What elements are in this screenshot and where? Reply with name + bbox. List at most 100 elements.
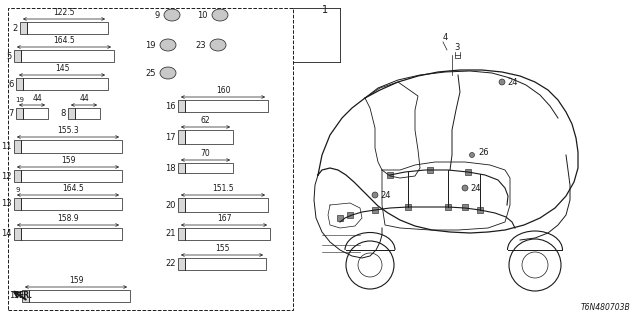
- Text: 24: 24: [380, 190, 390, 199]
- Text: 167: 167: [217, 214, 231, 223]
- Bar: [185, 163, 233, 173]
- Bar: [14, 228, 21, 240]
- Bar: [23, 78, 108, 90]
- Bar: [178, 100, 185, 112]
- Bar: [462, 204, 468, 210]
- Bar: [405, 204, 411, 210]
- Text: 62: 62: [201, 116, 211, 125]
- Bar: [21, 50, 114, 62]
- Ellipse shape: [210, 39, 226, 51]
- Text: 8: 8: [61, 109, 66, 118]
- Text: 18: 18: [165, 164, 176, 172]
- Bar: [347, 212, 353, 218]
- Bar: [178, 130, 185, 144]
- Text: 1: 1: [322, 5, 328, 15]
- Text: 145: 145: [55, 64, 69, 73]
- Text: T6N480703B: T6N480703B: [580, 303, 630, 312]
- Text: 25: 25: [145, 68, 156, 77]
- Bar: [185, 100, 268, 112]
- Text: 20: 20: [166, 201, 176, 210]
- Text: 164.5: 164.5: [62, 184, 84, 193]
- Text: 70: 70: [200, 149, 211, 158]
- Text: 158.9: 158.9: [57, 214, 79, 223]
- Bar: [21, 140, 122, 153]
- Text: 3: 3: [454, 43, 460, 52]
- Text: 164.5: 164.5: [53, 36, 75, 45]
- Bar: [29, 290, 130, 302]
- Text: FR.: FR.: [18, 291, 32, 300]
- Bar: [21, 228, 122, 240]
- Text: 122.5: 122.5: [53, 8, 75, 17]
- Bar: [21, 170, 122, 182]
- Bar: [23, 108, 48, 119]
- Bar: [372, 207, 378, 213]
- Text: 160: 160: [216, 86, 230, 95]
- Bar: [14, 198, 21, 210]
- Text: 6: 6: [8, 79, 14, 89]
- Text: 19: 19: [145, 41, 156, 50]
- Bar: [445, 204, 451, 210]
- Bar: [185, 228, 270, 240]
- Bar: [185, 198, 268, 212]
- Ellipse shape: [372, 192, 378, 198]
- Text: 9: 9: [155, 11, 160, 20]
- Text: 4: 4: [442, 33, 447, 42]
- Bar: [465, 169, 471, 175]
- Text: 159: 159: [68, 276, 83, 285]
- Text: 159: 159: [61, 156, 76, 165]
- Ellipse shape: [470, 153, 474, 157]
- Text: 23: 23: [195, 41, 206, 50]
- Text: 11: 11: [1, 142, 12, 151]
- Bar: [22, 290, 29, 302]
- Ellipse shape: [499, 79, 505, 85]
- Text: 5: 5: [7, 52, 12, 60]
- Bar: [178, 228, 185, 240]
- Bar: [185, 130, 233, 144]
- Ellipse shape: [160, 67, 176, 79]
- Bar: [21, 198, 122, 210]
- Bar: [20, 22, 27, 34]
- Text: 7: 7: [8, 109, 14, 118]
- Text: 19: 19: [15, 97, 24, 103]
- Ellipse shape: [160, 39, 176, 51]
- Text: 21: 21: [166, 229, 176, 238]
- Bar: [14, 50, 21, 62]
- Ellipse shape: [462, 185, 468, 191]
- Bar: [16, 108, 23, 119]
- Bar: [27, 22, 108, 34]
- Text: 14: 14: [1, 229, 12, 238]
- Ellipse shape: [164, 9, 180, 21]
- Text: 26: 26: [478, 148, 488, 156]
- Text: 22: 22: [166, 260, 176, 268]
- Text: 24: 24: [470, 183, 481, 193]
- Text: 13: 13: [1, 199, 12, 209]
- Text: 151.5: 151.5: [212, 184, 234, 193]
- Bar: [427, 167, 433, 173]
- Text: 155.3: 155.3: [57, 126, 79, 135]
- Text: 44: 44: [79, 94, 89, 103]
- Text: 15: 15: [10, 292, 20, 300]
- Ellipse shape: [212, 9, 228, 21]
- Bar: [178, 258, 185, 270]
- Bar: [68, 108, 75, 119]
- Bar: [387, 172, 393, 178]
- Bar: [14, 170, 21, 182]
- Bar: [178, 198, 185, 212]
- Text: 16: 16: [165, 101, 176, 110]
- Text: 155: 155: [215, 244, 229, 253]
- Text: 12: 12: [1, 172, 12, 180]
- Text: 44: 44: [32, 94, 42, 103]
- Text: 24: 24: [507, 77, 518, 86]
- Bar: [16, 78, 23, 90]
- Bar: [8, 8, 293, 310]
- Text: 9: 9: [16, 187, 20, 193]
- Bar: [14, 140, 21, 153]
- Text: 2: 2: [13, 23, 18, 33]
- Bar: [75, 108, 100, 119]
- Bar: [477, 207, 483, 213]
- Bar: [178, 163, 185, 173]
- Text: 10: 10: [198, 11, 208, 20]
- Bar: [337, 215, 343, 221]
- Bar: [185, 258, 266, 270]
- Text: 17: 17: [165, 132, 176, 141]
